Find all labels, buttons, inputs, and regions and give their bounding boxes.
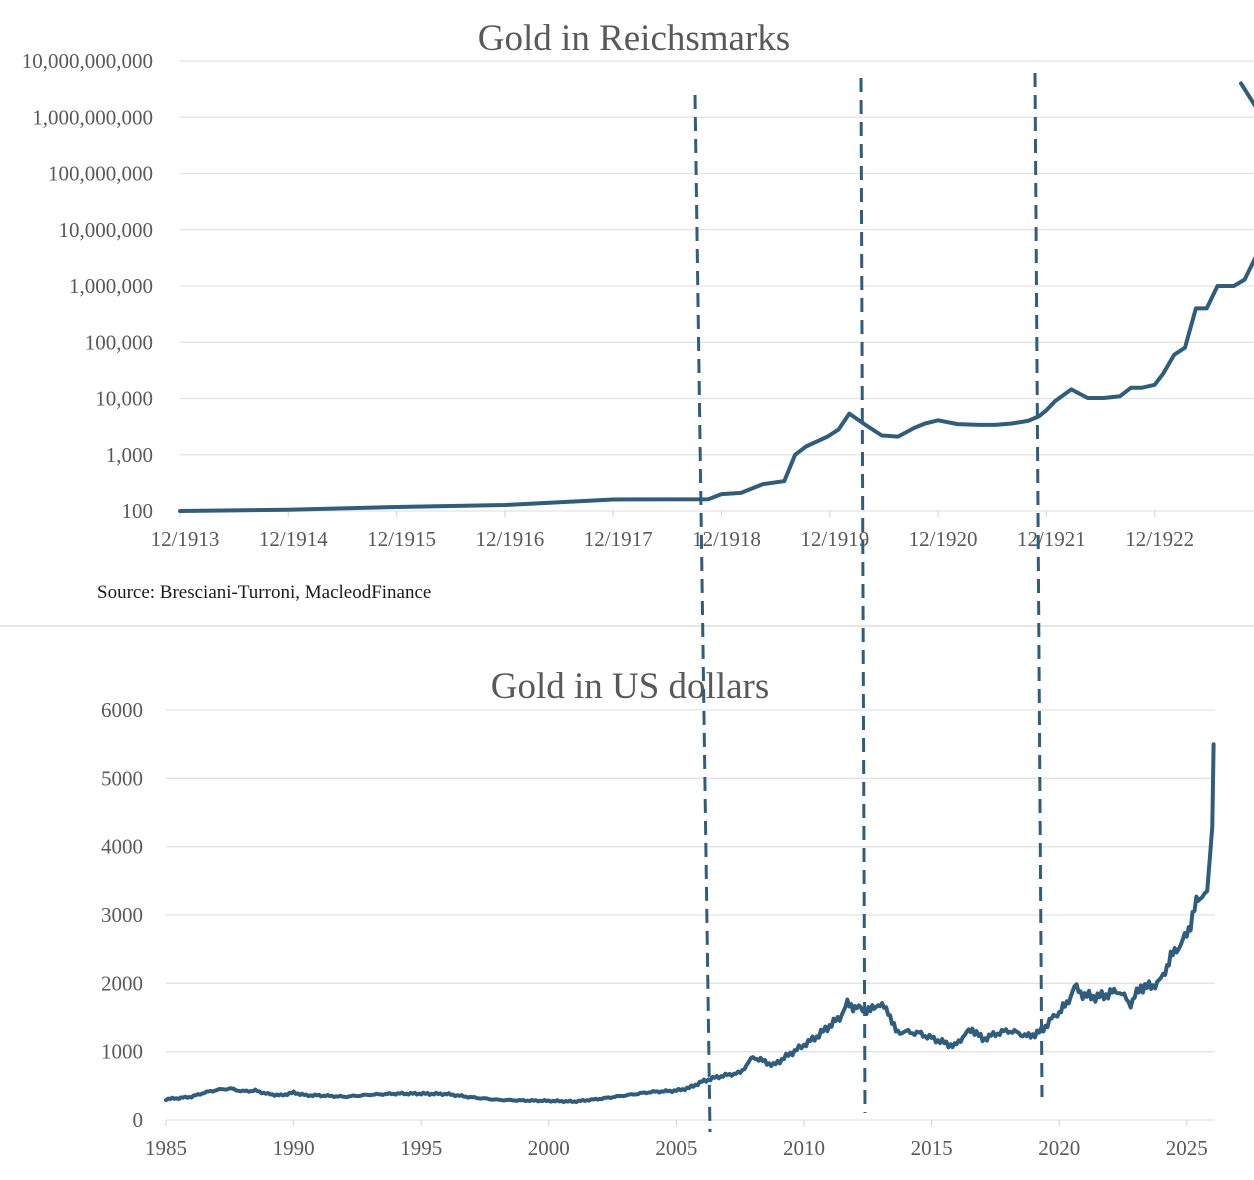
y-tick-label: 100,000 (85, 330, 153, 354)
y-tick-label: 10,000 (95, 387, 153, 411)
x-tick-label: 12/1922 (1125, 527, 1194, 551)
y-tick-label: 4000 (101, 835, 143, 859)
y-tick-label: 1,000,000 (69, 274, 153, 298)
y-tick-label: 0 (133, 1108, 144, 1132)
source-note: Source: Bresciani-Turroni, MacleodFinanc… (97, 582, 431, 603)
x-tick-label: 12/1918 (692, 527, 761, 551)
y-tick-label: 1,000 (106, 443, 153, 467)
x-tick-label: 2000 (528, 1136, 570, 1160)
usd-gridlines (166, 709, 1215, 1121)
reichsmarks-chart: Gold in Reichsmarks 100 1,000 10,000 100,00… (22, 18, 1254, 603)
x-tick-label: 12/1915 (367, 527, 436, 551)
usd-series-line (164, 742, 1216, 1105)
y-tick-label: 1000 (101, 1040, 143, 1064)
reichsmarks-gridlines (180, 60, 1254, 512)
chart-title-usd: Gold in US dollars (491, 666, 770, 707)
y-tick-label: 3000 (101, 903, 143, 927)
x-tick-label: 2020 (1038, 1136, 1080, 1160)
x-tick-label: 2005 (655, 1136, 697, 1160)
x-tick-label: 12/1917 (584, 527, 653, 551)
x-tick-label: 1990 (273, 1136, 315, 1160)
y-tick-label: 100,000,000 (48, 162, 153, 186)
dashed-marker-line-1 (693, 94, 712, 1133)
y-tick-label: 10,000,000,000 (22, 49, 153, 73)
y-tick-label: 5000 (101, 766, 143, 790)
x-tick-label: 12/1921 (1017, 527, 1086, 551)
x-tick-label: 12/1919 (800, 527, 869, 551)
reichsmarks-y-axis: 100 1,000 10,000 100,000 1,000,000 10,000,000… (22, 49, 153, 523)
x-tick-label: 12/1914 (259, 527, 328, 551)
usd-x-axis: 1985 1990 1995 2000 2005 2010 2015 2020 2025 (145, 1120, 1208, 1160)
usd-y-axis: 0 1000 2000 3000 4000 5000 6000 (101, 698, 143, 1132)
y-tick-label: 100 (122, 499, 154, 523)
x-tick-label: 1995 (400, 1136, 442, 1160)
x-tick-label: 2010 (783, 1136, 825, 1160)
x-tick-label: 2015 (911, 1136, 953, 1160)
x-tick-label: 12/1916 (475, 527, 544, 551)
reichsmarks-series-line (178, 81, 1254, 513)
dashed-marker-line-2 (859, 77, 867, 1114)
x-tick-label: 12/1913 (151, 527, 220, 551)
x-tick-label: 2025 (1166, 1136, 1208, 1160)
y-tick-label: 10,000,000 (59, 218, 154, 242)
y-tick-label: 6000 (101, 698, 143, 722)
dashed-marker-line-3 (1033, 72, 1044, 1098)
usd-chart: 0 1000 2000 3000 4000 5000 6000 1985 1990 1995 20… (101, 666, 1216, 1160)
y-tick-label: 2000 (101, 971, 143, 995)
chart-title-reichsmarks: Gold in Reichsmarks (478, 18, 790, 59)
y-tick-label: 1,000,000,000 (32, 105, 153, 129)
reichsmarks-x-axis: 12/1913 12/1914 12/1915 12/1916 12/1917 12/19… (151, 511, 1194, 551)
x-tick-label: 1985 (145, 1136, 187, 1160)
x-tick-label: 12/1920 (909, 527, 978, 551)
